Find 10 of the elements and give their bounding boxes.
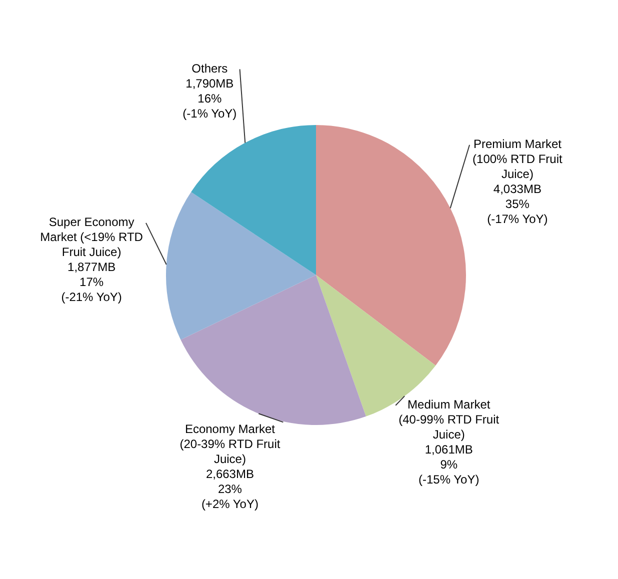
data-label: 1,061MB 9% (-15% YoY) xyxy=(418,442,480,487)
slice-label: Premium Market (100% RTD Fruit Juice) xyxy=(472,137,563,182)
slice-label: Medium Market (40-99% RTD Fruit Juice) xyxy=(398,398,500,442)
data-label: 1,790MB 16% (-1% YoY) xyxy=(182,76,237,121)
slice-label: Super Economy Market (<19% RTD Fruit Juice) xyxy=(40,215,144,260)
slice-label: Economy Market (20-39% RTD Fruit Juice) xyxy=(180,422,281,466)
slice-label: Others xyxy=(192,62,228,76)
data-label: 4,033MB 35% (-17% YoY) xyxy=(487,182,548,226)
data-label: 2,663MB 23% (+2% YoY) xyxy=(201,467,258,511)
data-label: 1,877MB 17% (-21% YoY) xyxy=(61,260,122,304)
